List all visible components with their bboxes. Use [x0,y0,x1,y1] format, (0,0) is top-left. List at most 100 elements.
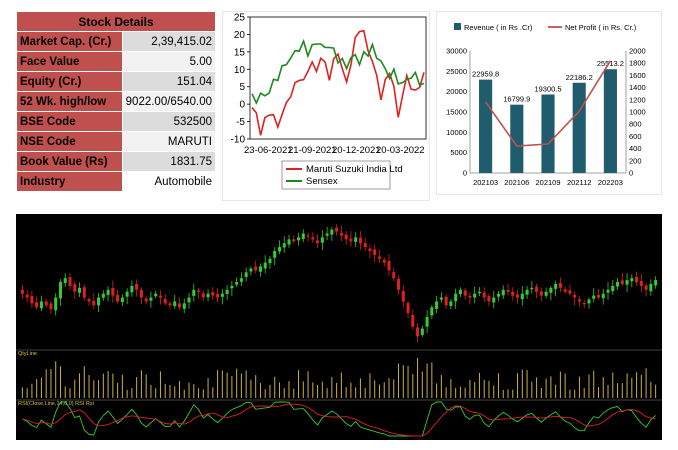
candle-body [254,266,258,271]
details-value: 5.00 [121,51,217,72]
candle-body [192,289,196,296]
legend-label: Revenue ( in Rs .Cr) [464,23,533,32]
candle-body [320,237,324,243]
candle-body [377,256,381,259]
x-tick-label: 20-03-2022 [376,145,425,156]
candle-body [573,294,577,298]
candle-body [173,301,177,307]
candle-body [268,258,272,264]
candle-body [435,301,439,309]
candle-body [616,282,620,287]
details-label: Industry [16,171,123,192]
details-value: 151.04 [121,71,217,92]
candle-body [525,289,529,295]
candle-body [82,287,86,298]
candle-body [54,297,58,311]
candle-body [211,292,215,296]
candle-body [411,315,415,327]
y-left-tick-label: 0 [463,169,467,178]
candle-body [20,289,24,294]
candle-body [282,243,286,248]
y-left-tick-label: 20000 [446,87,467,96]
y-right-tick-label: 800 [629,120,642,129]
candle-body [530,287,534,290]
candle-body [335,227,339,232]
candle-body [235,282,239,285]
revenue-data-label: 16799.9 [503,95,530,104]
candle-body [439,297,443,300]
candle-body [473,293,477,298]
candle-body [125,291,129,297]
candle-body [77,287,82,293]
candle-body [87,299,91,302]
x-tick-label: 21-09-2021 [288,145,337,156]
candle-body [654,280,658,286]
candle-body [487,296,491,302]
candle-body [354,237,358,242]
details-label: Market Cap. (Cr.) [16,31,123,52]
details-row: Book Value (Rs) 1831.75 [16,151,217,172]
candle-body [482,292,486,298]
details-label: NSE Code [16,131,123,152]
candle-body [344,234,348,240]
candle-body [587,299,591,304]
details-row: NSE Code MARUTI [16,131,217,152]
candle-body [158,295,162,298]
candle-body [273,250,277,258]
y-left-tick-label: 25000 [446,67,467,76]
candle-body [368,248,372,251]
candle-body [425,316,429,327]
candle-body [568,290,572,294]
y-right-tick-label: 0 [629,169,633,178]
y-tick-label: 15 [234,47,246,58]
candle-body [463,290,467,296]
candle-body [44,301,48,306]
series-line [251,29,425,136]
candle-body [496,293,501,297]
candle-body [549,287,553,293]
candle-body [263,262,267,269]
details-label: Equity (Cr.) [16,71,123,92]
candle-body [511,291,515,296]
candle-body [111,287,115,296]
candle-body [316,240,320,244]
rsi-signal-line [22,403,656,437]
details-label: 52 Wk. high/low [16,91,123,112]
candle-body [168,303,172,306]
candle-body [454,293,458,302]
candle-body [430,307,434,316]
candle-body [258,266,262,272]
stock-details-table: Stock Details Market Cap. (Cr.) 2,39,415.… [16,11,217,192]
x-tick-label: 202109 [535,178,560,187]
candle-body [97,297,101,306]
details-value: 9022.00/6540.00 [121,91,217,112]
candle-body [249,268,253,272]
y-left-tick-label: 15000 [446,108,467,117]
candle-body [230,285,234,289]
net-profit-line [484,60,612,147]
candle-body [311,237,315,240]
candle-body [611,285,615,292]
legend-label: Maruti Suzuki India Ltd [306,164,403,175]
x-tick-label: 202103 [473,178,498,187]
candle-body [225,289,229,294]
candle-body [535,286,539,292]
candle-body [206,293,210,298]
y-tick-label: 20 [234,30,246,41]
y-right-tick-label: 1200 [629,95,646,104]
legend-swatch [454,23,461,30]
candle-body [197,290,201,292]
candle-body [163,298,167,304]
candle-body [139,289,143,298]
candle-body [154,293,158,297]
candle-body [116,295,120,302]
candle-body [635,276,639,283]
rsi-line [22,401,656,437]
candle-body [649,283,653,292]
revenue-bar [603,69,617,173]
candle-body [73,284,77,292]
y-tick-label: -10 [231,135,246,146]
candle-body [339,232,343,236]
x-tick-label: 202203 [598,178,623,187]
candle-body [373,249,377,255]
